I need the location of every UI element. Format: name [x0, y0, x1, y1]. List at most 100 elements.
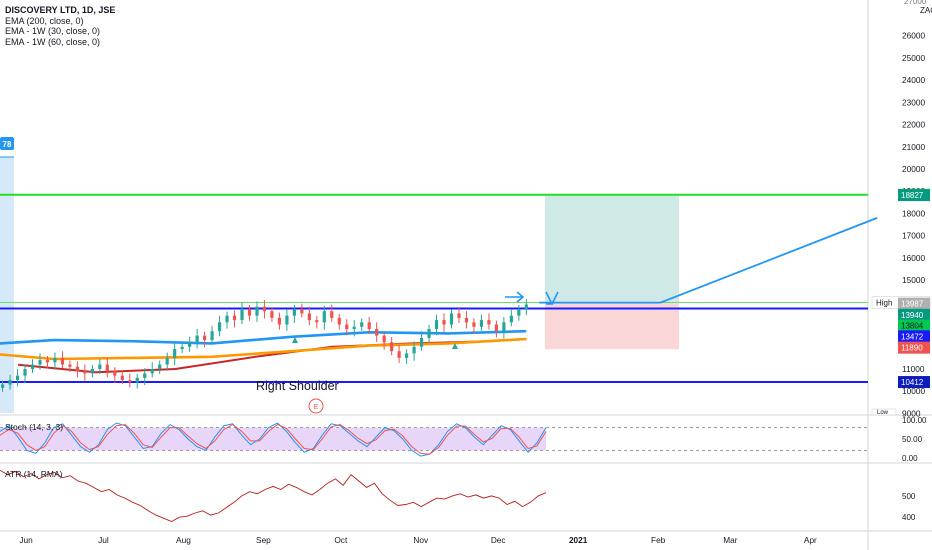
candlesticks — [0, 299, 528, 392]
candle-body — [240, 308, 244, 321]
price-label-text: 10412 — [901, 378, 924, 387]
price-tick-label: 23000 — [902, 97, 925, 107]
candle-body — [524, 304, 528, 309]
candle-body — [188, 342, 192, 347]
candle-body — [352, 326, 356, 329]
price-label-bg — [898, 341, 930, 354]
candle-body — [60, 357, 65, 365]
price-label-bg — [898, 297, 930, 310]
candle-body — [345, 324, 349, 329]
atr-pane-label[interactable]: ATR (14, RMA) — [5, 469, 63, 479]
candle-body — [307, 313, 311, 321]
atr-line — [0, 470, 547, 522]
candle-body — [419, 337, 424, 347]
candle-body — [375, 328, 379, 336]
price-tick-label: 21000 — [902, 142, 925, 152]
candle-body — [427, 328, 431, 338]
time-tick-label: Oct — [334, 535, 348, 545]
candle-body — [494, 324, 498, 332]
candle-body — [330, 311, 334, 318]
candle-body — [434, 320, 439, 329]
candle-body — [509, 315, 513, 323]
price-label-bg — [898, 376, 930, 389]
stoch-pane-label[interactable]: Stoch (14, 3, 3) — [5, 422, 64, 432]
drawings[interactable]: Right Shoulder E — [256, 217, 878, 414]
price-label-text: 13987 — [901, 300, 924, 309]
left-range-highlight — [0, 157, 14, 413]
candle-body — [292, 308, 296, 316]
long-position-tool[interactable]: 78 — [0, 137, 679, 413]
price-label-text: 11890 — [901, 344, 923, 353]
candle-body — [68, 364, 72, 367]
candle-body — [262, 306, 267, 312]
candle-body — [277, 317, 282, 325]
candle-body — [315, 320, 319, 323]
candle-body — [300, 308, 304, 314]
right-shoulder-label: Right Shoulder — [256, 379, 339, 393]
candle-body — [449, 313, 454, 325]
candle-body — [30, 364, 35, 369]
price-axis[interactable]: 9000100001100012000130001400015000160001… — [902, 0, 932, 418]
legend-ema-200[interactable]: EMA (200, close, 0) — [5, 15, 84, 26]
atr-axis-tick: 400 — [902, 513, 916, 522]
low-label: Low — [877, 410, 889, 416]
price-tick-label: 10000 — [902, 386, 925, 396]
candle-body — [464, 317, 469, 323]
candle-body — [8, 380, 12, 385]
stoch-axis-tick: 100.00 — [902, 416, 927, 425]
candle-body — [322, 311, 326, 323]
price-tick-label: 25000 — [902, 53, 925, 63]
signal-triangle-icon — [452, 343, 458, 349]
arrow-down-icon — [545, 291, 559, 305]
candle-body — [405, 353, 409, 358]
price-tick-label: 18000 — [902, 208, 925, 218]
candle-body — [232, 315, 237, 321]
time-tick-label: Dec — [491, 535, 506, 545]
time-tick-label: Feb — [651, 535, 666, 545]
signal-triangle-icon — [292, 337, 298, 343]
candle-body — [502, 322, 506, 332]
candle-body — [158, 364, 162, 369]
candle-body — [105, 364, 109, 372]
time-axis[interactable]: Jun Jul Aug Sep Oct Nov Dec 2021 Feb Mar Apr — [19, 535, 817, 545]
candle-body — [98, 364, 102, 369]
atr-pane: 500 400 — [0, 470, 916, 522]
price-tick-label: 17000 — [902, 231, 925, 241]
legend-ema-1w-30[interactable]: EMA - 1W (30, close, 0) — [5, 26, 101, 36]
ema-line-2 — [0, 337, 527, 361]
earnings-icon — [308, 398, 324, 414]
candle-body — [270, 311, 274, 318]
earnings-label: E — [314, 404, 319, 411]
stoch-axis-tick: 0.00 — [902, 454, 918, 463]
atr-axis-tick: 500 — [902, 492, 916, 501]
left-badge-bg — [0, 137, 14, 150]
candle-body — [23, 368, 27, 376]
candle-body — [360, 322, 364, 327]
candle-body — [382, 335, 386, 343]
candle-body — [255, 306, 259, 316]
candle-body — [38, 360, 42, 365]
candle-body — [217, 322, 222, 332]
candle-body — [487, 320, 491, 325]
stoch-axis-tick: 50.00 — [902, 435, 923, 444]
price-tick-label: 9000 — [902, 408, 921, 418]
horizontal-levels[interactable] — [0, 193, 868, 384]
ema-lines — [0, 329, 527, 374]
symbol-title[interactable]: DISCOVERY LTD, 1D, JSE — [5, 5, 116, 15]
time-tick-label: Jun — [19, 535, 33, 545]
price-tick-label: 27000 — [904, 0, 927, 6]
candle-body — [143, 373, 147, 378]
price-tick-label: 20000 — [902, 164, 925, 174]
price-tick-label: 16000 — [902, 253, 925, 263]
candle-body — [457, 313, 461, 318]
price-labels: 1883918827High13987139871394013804134721… — [871, 188, 931, 416]
projection-line — [539, 217, 878, 304]
legend-ema-1w-60[interactable]: EMA - 1W (60, close, 0) — [5, 36, 101, 47]
arrow-right-icon — [505, 291, 525, 303]
currency-label: ZAC — [920, 6, 932, 15]
price-label-bg — [898, 330, 930, 343]
price-label-bg — [898, 308, 930, 321]
price-label-prefix: High — [876, 299, 892, 308]
low-label-bg — [871, 408, 897, 416]
